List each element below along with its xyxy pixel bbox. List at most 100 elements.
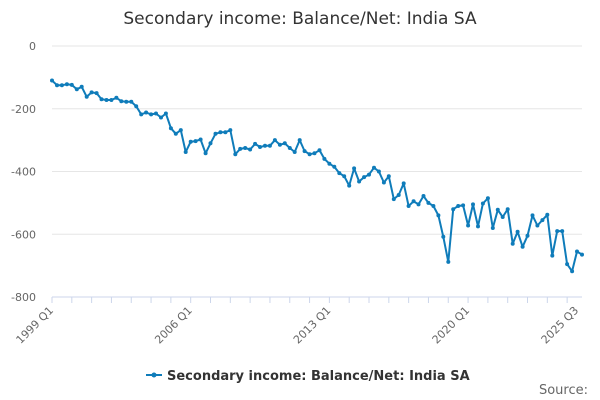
data-point[interactable]: [312, 151, 317, 156]
data-point[interactable]: [357, 179, 362, 184]
data-point[interactable]: [173, 131, 178, 136]
data-point[interactable]: [89, 90, 94, 95]
data-point[interactable]: [99, 97, 104, 102]
data-point[interactable]: [540, 218, 545, 223]
data-point[interactable]: [149, 112, 154, 117]
data-point[interactable]: [263, 143, 267, 148]
data-point[interactable]: [580, 252, 584, 257]
data-point[interactable]: [530, 213, 535, 218]
data-point[interactable]: [272, 138, 277, 143]
data-point[interactable]: [139, 112, 144, 117]
data-point[interactable]: [193, 139, 198, 144]
data-point[interactable]: [525, 233, 530, 238]
data-point[interactable]: [476, 224, 480, 229]
data-point[interactable]: [134, 104, 139, 109]
data-point[interactable]: [446, 259, 451, 264]
data-point[interactable]: [386, 174, 391, 179]
data-point[interactable]: [282, 141, 287, 146]
data-point[interactable]: [565, 262, 570, 267]
data-point[interactable]: [104, 98, 109, 102]
data-point[interactable]: [287, 146, 292, 150]
data-point[interactable]: [277, 142, 282, 147]
data-point[interactable]: [471, 202, 475, 207]
data-point[interactable]: [376, 169, 381, 174]
data-point[interactable]: [337, 171, 342, 176]
data-point[interactable]: [243, 146, 248, 150]
data-point[interactable]: [124, 99, 129, 104]
data-point[interactable]: [114, 95, 119, 100]
data-point[interactable]: [505, 207, 510, 212]
data-point[interactable]: [302, 149, 307, 154]
data-point[interactable]: [367, 172, 371, 177]
data-point[interactable]: [560, 229, 565, 234]
data-point[interactable]: [64, 82, 69, 87]
data-point[interactable]: [307, 152, 312, 157]
data-point[interactable]: [461, 203, 466, 208]
data-point[interactable]: [144, 110, 149, 115]
data-point[interactable]: [570, 269, 575, 274]
data-point[interactable]: [163, 111, 168, 116]
data-point[interactable]: [198, 137, 203, 142]
data-point[interactable]: [213, 131, 218, 136]
data-point[interactable]: [342, 174, 347, 179]
data-point[interactable]: [480, 201, 485, 206]
data-point[interactable]: [292, 150, 297, 154]
data-point[interactable]: [500, 215, 505, 219]
data-point[interactable]: [426, 200, 431, 205]
data-point[interactable]: [79, 84, 84, 89]
data-point[interactable]: [74, 87, 79, 92]
data-point[interactable]: [238, 146, 243, 151]
data-point[interactable]: [352, 166, 357, 171]
data-point[interactable]: [178, 128, 183, 133]
data-point[interactable]: [495, 207, 500, 212]
data-point[interactable]: [119, 99, 124, 104]
data-point[interactable]: [456, 204, 461, 208]
data-point[interactable]: [168, 126, 173, 131]
data-point[interactable]: [411, 199, 416, 204]
data-point[interactable]: [154, 111, 158, 116]
data-point[interactable]: [50, 78, 54, 83]
legend[interactable]: Secondary income: Balance/Net: India SA: [146, 369, 470, 384]
data-point[interactable]: [545, 212, 550, 217]
data-point[interactable]: [372, 165, 376, 170]
data-point[interactable]: [332, 164, 337, 169]
data-point[interactable]: [223, 130, 228, 135]
data-point[interactable]: [396, 193, 401, 197]
data-point[interactable]: [188, 139, 193, 144]
data-point[interactable]: [575, 249, 579, 254]
data-point[interactable]: [94, 91, 99, 96]
data-point[interactable]: [535, 223, 540, 228]
data-point[interactable]: [362, 175, 367, 180]
data-point[interactable]: [550, 253, 555, 258]
data-point[interactable]: [248, 147, 253, 152]
data-point[interactable]: [55, 83, 59, 88]
legend-label[interactable]: Secondary income: Balance/Net: India SA: [167, 369, 470, 384]
data-point[interactable]: [233, 152, 238, 157]
data-point[interactable]: [515, 229, 520, 234]
data-point[interactable]: [510, 241, 515, 246]
data-point[interactable]: [406, 204, 411, 208]
data-point[interactable]: [555, 229, 560, 234]
data-point[interactable]: [441, 234, 446, 239]
data-point[interactable]: [267, 143, 272, 148]
data-point[interactable]: [297, 138, 302, 143]
data-point[interactable]: [490, 226, 495, 230]
data-point[interactable]: [258, 145, 262, 149]
data-point[interactable]: [129, 99, 134, 104]
data-point[interactable]: [84, 94, 89, 99]
data-point[interactable]: [203, 151, 208, 156]
data-point[interactable]: [421, 194, 426, 198]
data-point[interactable]: [208, 141, 213, 146]
data-point[interactable]: [183, 150, 188, 154]
data-point[interactable]: [218, 130, 223, 135]
data-point[interactable]: [436, 213, 441, 218]
data-point[interactable]: [347, 183, 352, 188]
data-point[interactable]: [391, 197, 396, 202]
data-point[interactable]: [401, 181, 406, 186]
data-point[interactable]: [109, 98, 114, 102]
data-point[interactable]: [485, 196, 490, 201]
data-point[interactable]: [69, 82, 74, 87]
data-point[interactable]: [327, 161, 332, 166]
data-point[interactable]: [451, 207, 456, 212]
data-point[interactable]: [228, 128, 233, 133]
